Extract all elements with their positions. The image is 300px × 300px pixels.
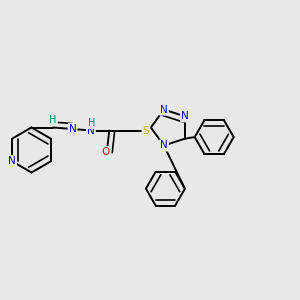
Text: N: N	[8, 156, 16, 166]
Text: N: N	[69, 124, 76, 134]
Text: N: N	[87, 125, 95, 136]
Text: N: N	[181, 111, 189, 122]
Text: S: S	[143, 125, 149, 136]
Text: O: O	[102, 147, 110, 157]
Text: H: H	[50, 115, 57, 125]
Text: H: H	[88, 118, 95, 128]
Text: N: N	[160, 104, 168, 115]
Text: N: N	[160, 140, 168, 151]
